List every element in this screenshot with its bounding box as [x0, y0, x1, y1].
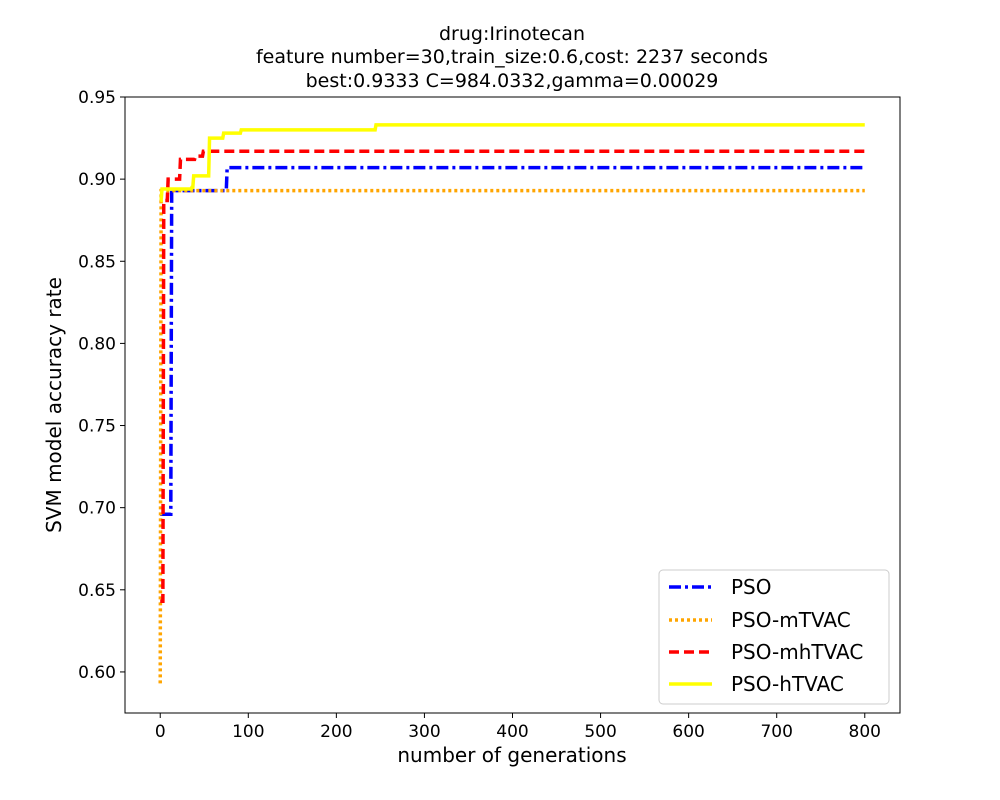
- y-tick-label: 0.95: [78, 88, 116, 108]
- y-tick-label: 0.80: [78, 334, 116, 354]
- x-axis: 0 100 200 300 400 500 600 700 800: [155, 713, 881, 742]
- series-line-pso: [160, 165, 865, 516]
- x-tick-label: 0: [155, 722, 166, 742]
- series-lines: [158, 123, 865, 684]
- y-tick-label: 0.60: [78, 663, 116, 683]
- y-tick-label: 0.70: [78, 499, 116, 519]
- x-tick-label: 800: [849, 722, 881, 742]
- y-tick-label: 0.85: [78, 252, 116, 272]
- legend-box: [658, 569, 890, 705]
- x-tick-label: 400: [496, 722, 528, 742]
- legend: PSO PSO-mTVAC PSO-mhTVAC PSO-hTVAC: [658, 569, 890, 705]
- y-tick-label: 0.75: [78, 417, 116, 437]
- chart-title: drug:Irinotecan feature number=30,train_…: [256, 23, 768, 92]
- legend-label: PSO-mhTVAC: [731, 640, 863, 664]
- y-axis-label: SVM model accuracy rate: [42, 277, 66, 533]
- x-axis-label: number of generations: [397, 743, 626, 767]
- y-tick-label: 0.65: [78, 581, 116, 601]
- y-tick-label: 0.90: [78, 170, 116, 190]
- legend-label: PSO-mTVAC: [731, 608, 851, 632]
- y-axis: 0.60 0.65 0.70 0.75 0.80 0.85 0.90 0.95: [78, 88, 125, 683]
- x-tick-label: 300: [408, 722, 440, 742]
- chart-title-line-2: feature number=30,train_size:0.6,cost: 2…: [256, 46, 768, 68]
- x-tick-label: 200: [320, 722, 352, 742]
- x-tick-label: 600: [672, 722, 704, 742]
- x-tick-label: 700: [760, 722, 792, 742]
- x-tick-label: 100: [232, 722, 264, 742]
- series-line-pso-mhtvac: [160, 149, 865, 604]
- series-line-pso-htvac: [159, 123, 865, 203]
- legend-label: PSO: [731, 575, 772, 599]
- chart-title-line-1: drug:Irinotecan: [439, 23, 585, 45]
- x-tick-label: 500: [584, 722, 616, 742]
- legend-label: PSO-hTVAC: [731, 672, 844, 696]
- chart-title-line-3: best:0.9333 C=984.0332,gamma=0.00029: [306, 70, 719, 92]
